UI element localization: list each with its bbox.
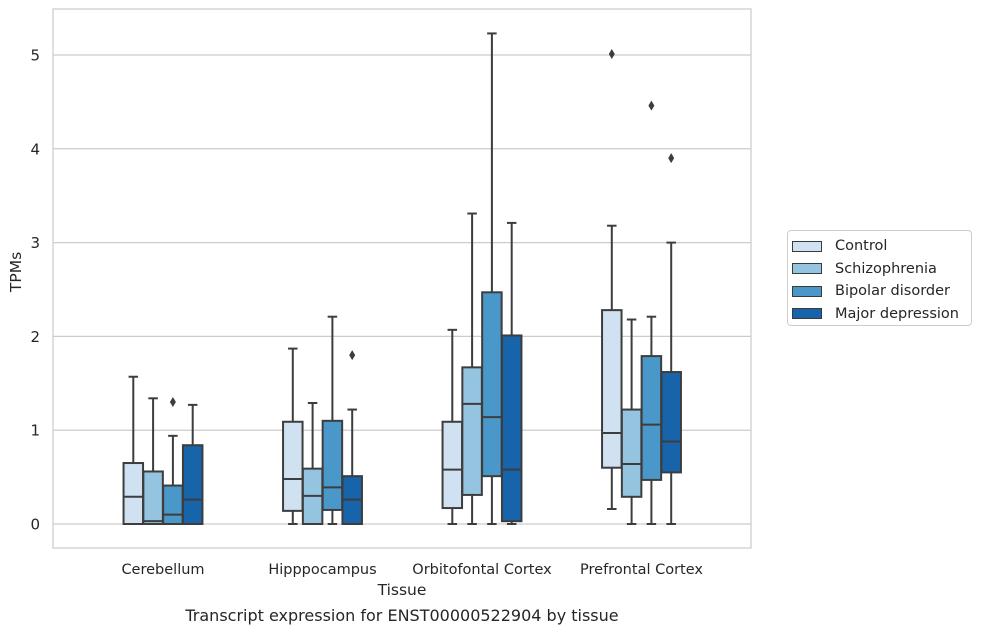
legend-label: Major depression [835, 305, 959, 322]
box-major-depression [341, 350, 363, 525]
box-iqr [282, 420, 304, 512]
box-iqr [441, 420, 464, 510]
box-bipolar-disorder [162, 397, 184, 525]
y-tick-label: 1 [30, 422, 40, 440]
outlier-point [169, 397, 176, 408]
x-tick-label: Orbitofontal Cortex [412, 562, 552, 578]
box-iqr [461, 366, 483, 496]
x-tick-labels: Cerebellum Hipppocampus Orbitofontal Corte… [121, 562, 703, 578]
box-schizophrenia [461, 212, 483, 525]
chart-caption: Transcript expression for ENST0000052290… [185, 606, 619, 625]
outlier-point [349, 350, 356, 361]
outlier-point [608, 49, 615, 60]
box-bipolar-disorder [481, 32, 503, 525]
box-major-depression [181, 403, 204, 526]
box-major-depression [500, 221, 523, 525]
y-tick-label: 0 [30, 516, 40, 534]
legend-item: Major depression [792, 303, 971, 326]
legend-swatch [792, 240, 822, 252]
box-schizophrenia [620, 318, 643, 525]
box-iqr [620, 408, 643, 498]
box-major-depression [660, 153, 682, 525]
legend-swatch [792, 285, 822, 297]
legend-swatch [792, 308, 822, 320]
box-control [282, 347, 304, 525]
box-bipolar-disorder [640, 100, 663, 525]
y-tick-label: 4 [30, 140, 40, 158]
outlier-point [648, 100, 655, 111]
x-tick-label: Cerebellum [121, 562, 204, 578]
box-control [122, 375, 145, 525]
box-iqr [321, 419, 344, 511]
box-plots [122, 32, 682, 526]
legend-item: Control [792, 235, 971, 258]
y-axis-label: TPMs [7, 252, 25, 293]
box-iqr [481, 291, 503, 478]
box-schizophrenia [142, 397, 164, 525]
box-schizophrenia [301, 401, 324, 525]
box-bipolar-disorder [321, 315, 344, 525]
x-axis-label: Tissue [377, 581, 427, 599]
y-tick-labels: 0 1 2 3 4 5 [30, 47, 40, 534]
legend-label: Control [835, 238, 888, 255]
outlier-point [668, 153, 675, 164]
box-iqr [122, 462, 145, 525]
box-iqr [181, 444, 204, 526]
box-iqr [640, 355, 663, 481]
x-tick-label: Hipppocampus [268, 562, 376, 578]
legend: Control Schizophrenia Bipolar disorder Majo… [787, 230, 972, 326]
plot-frame [52, 8, 752, 549]
box-iqr [601, 309, 623, 469]
y-tick-label: 3 [30, 234, 40, 252]
box-control [441, 328, 464, 525]
legend-label: Bipolar disorder [835, 283, 950, 300]
legend-item: Bipolar disorder [792, 280, 971, 303]
legend-swatch [792, 263, 822, 275]
y-tick-label: 5 [30, 47, 40, 65]
x-tick-label: Prefrontal Cortex [580, 562, 703, 578]
box-iqr [500, 334, 523, 523]
box-iqr [660, 371, 682, 474]
legend-label: Schizophrenia [835, 260, 937, 277]
y-tick-label: 2 [30, 328, 40, 346]
legend-item: Schizophrenia [792, 258, 971, 281]
box-iqr [162, 484, 184, 525]
box-iqr [142, 470, 164, 525]
box-control [601, 49, 623, 510]
